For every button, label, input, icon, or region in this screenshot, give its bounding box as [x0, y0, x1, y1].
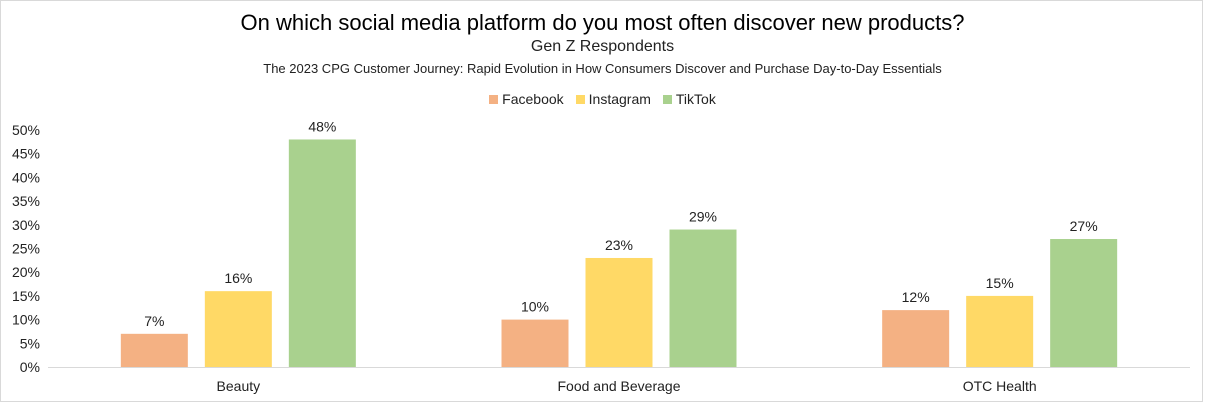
y-tick-label: 5%	[20, 335, 40, 351]
x-category-label: Food and Beverage	[558, 378, 681, 394]
legend-label-tiktok: TikTok	[675, 91, 716, 107]
chart-title: On which social media platform do you mo…	[240, 10, 965, 35]
bar-instagram-3	[966, 295, 1034, 367]
legend-item-instagram: Instagram	[575, 91, 651, 107]
bar-tiktok-2	[669, 229, 737, 367]
bar-facebook-3	[882, 310, 950, 367]
y-tick-label: 15%	[12, 288, 40, 304]
bar-facebook-2	[501, 319, 569, 367]
bar-tiktok-1	[288, 139, 356, 367]
legend-item-facebook: Facebook	[489, 91, 564, 107]
y-tick-label: 40%	[12, 169, 40, 185]
bar-facebook-1	[120, 333, 188, 367]
legend-label-instagram: Instagram	[588, 91, 651, 107]
data-label: 10%	[521, 299, 549, 315]
y-tick-label: 50%	[12, 122, 40, 138]
chart-source: The 2023 CPG Customer Journey: Rapid Evo…	[263, 61, 942, 76]
y-tick-label: 20%	[12, 264, 40, 280]
legend-swatch-instagram	[575, 94, 585, 104]
legend-label-facebook: Facebook	[502, 91, 564, 107]
y-tick-label: 35%	[12, 193, 40, 209]
legend-swatch-facebook	[489, 94, 499, 104]
data-label: 15%	[986, 275, 1014, 291]
y-tick-label: 10%	[12, 312, 40, 328]
y-tick-label: 0%	[20, 359, 40, 375]
legend: Facebook Instagram TikTok	[0, 91, 1205, 107]
data-label: 7%	[144, 313, 164, 329]
data-label: 16%	[224, 270, 252, 286]
x-category-label: OTC Health	[963, 378, 1037, 394]
data-label: 23%	[605, 237, 633, 253]
data-label: 29%	[689, 209, 717, 225]
x-category-label: Beauty	[217, 378, 261, 394]
y-tick-label: 30%	[12, 217, 40, 233]
data-label: 27%	[1070, 218, 1098, 234]
bar-instagram-1	[204, 291, 272, 367]
y-tick-label: 45%	[12, 146, 40, 162]
chart-subtitle: Gen Z Respondents	[530, 38, 675, 55]
y-tick-label: 25%	[12, 241, 40, 257]
bar-tiktok-3	[1050, 239, 1118, 367]
data-label: 12%	[902, 289, 930, 305]
legend-item-tiktok: TikTok	[662, 91, 716, 107]
bar-instagram-2	[585, 257, 653, 367]
data-label: 48%	[308, 118, 336, 134]
legend-swatch-tiktok	[662, 94, 672, 104]
